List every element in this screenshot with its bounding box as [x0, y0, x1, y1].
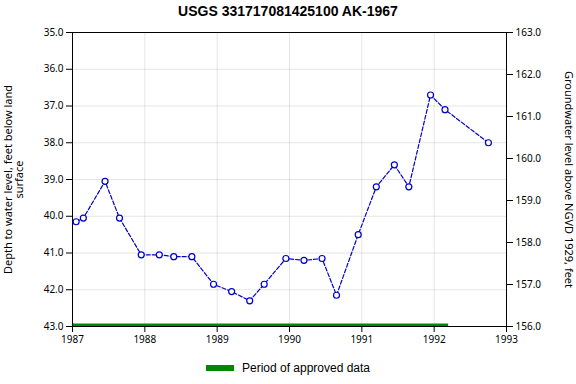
svg-text:160.0: 160.0 — [516, 151, 542, 165]
svg-text:Groundwater level above NGVD 1: Groundwater level above NGVD 1929, feet — [562, 71, 576, 288]
svg-text:163.0: 163.0 — [516, 25, 542, 39]
svg-text:36.0: 36.0 — [44, 61, 64, 75]
svg-text:40.0: 40.0 — [44, 208, 64, 222]
svg-text:38.0: 38.0 — [44, 135, 64, 149]
svg-text:42.0: 42.0 — [44, 282, 64, 296]
svg-text:1992: 1992 — [423, 332, 446, 346]
svg-text:39.0: 39.0 — [44, 172, 64, 186]
svg-text:158.0: 158.0 — [516, 235, 542, 249]
svg-text:162.0: 162.0 — [516, 67, 542, 81]
svg-text:156.0: 156.0 — [516, 319, 542, 333]
svg-text:1990: 1990 — [278, 332, 301, 346]
svg-text:1987: 1987 — [61, 332, 84, 346]
svg-text:35.0: 35.0 — [44, 25, 64, 39]
svg-text:41.0: 41.0 — [44, 245, 64, 259]
svg-text:1991: 1991 — [350, 332, 373, 346]
svg-text:Depth to water level, feet bel: Depth to water level, feet below landsur… — [0, 85, 26, 274]
svg-text:159.0: 159.0 — [516, 193, 542, 207]
svg-text:43.0: 43.0 — [44, 319, 64, 333]
html-text:USGS 331717081425100 AK-1967: USGS 331717081425100 AK-1967 — [178, 3, 398, 19]
svg-text:161.0: 161.0 — [516, 109, 542, 123]
svg-text:157.0: 157.0 — [516, 277, 542, 291]
svg-text:1988: 1988 — [133, 332, 156, 346]
svg-text:37.0: 37.0 — [44, 98, 64, 112]
svg-text:1989: 1989 — [206, 332, 229, 346]
html-text:Period of approved data: Period of approved data — [242, 361, 370, 375]
svg-text:1993: 1993 — [495, 332, 518, 346]
